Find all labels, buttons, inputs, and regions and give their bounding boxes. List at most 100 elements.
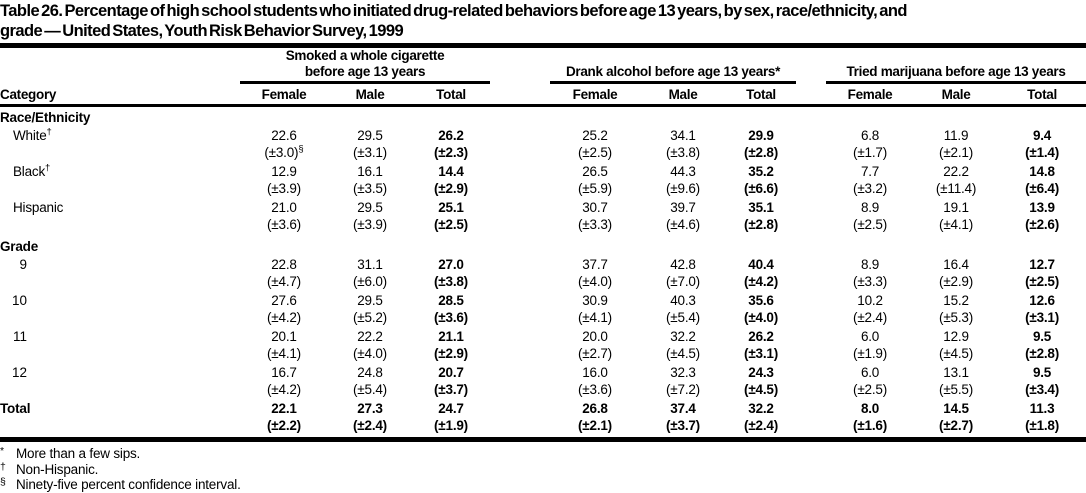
column-gap [796,329,826,365]
data-cell: 16.0 (±3.6) [550,365,640,401]
cell-ci: (±1.9) [434,417,468,433]
cell-ci: (±3.0)§ [264,143,304,160]
cell-value: 27.0 [438,257,464,272]
cell-value: 21.1 [438,329,464,344]
cell-value: 29.9 [748,128,774,143]
data-cell: 16.4 (±2.9) [914,257,998,293]
cell-value: 22.2 [943,164,969,179]
cell-value: 11.9 [943,128,969,143]
data-cell: 29.9 (±2.8) [726,128,796,164]
data-cell: 22.2 (±11.4) [914,164,998,200]
data-cell: 39.7 (±4.6) [640,200,726,236]
row-label: 9 [0,257,240,293]
column-header-alcohol-female: Female [550,82,640,107]
column-gap [796,257,826,293]
column-gap [490,329,550,365]
cell-value: 39.7 [670,200,696,215]
footnote-reference: † [46,126,52,138]
cell-ci: (±4.2) [267,309,301,325]
cell-ci: (±2.5) [853,381,888,397]
data-cell: 25.1 (±2.5) [412,200,490,236]
cell-ci: (±4.0) [744,309,778,325]
data-cell: 32.2 (±2.4) [726,401,796,437]
cell-value: 35.2 [748,164,774,179]
cell-value: 22.8 [271,257,297,272]
data-cell: 42.8 (±7.0) [640,257,726,293]
cell-ci: (±4.1) [578,309,612,325]
data-cell: 12.7 (±2.5) [998,257,1086,293]
cell-value: 6.0 [860,365,880,380]
cell-ci: (±2.1) [939,144,974,160]
footnote-non-hispanic: † Non-Hispanic. [0,460,99,477]
cell-value: 32.2 [748,401,774,416]
data-cell: 14.4 (±2.9) [412,164,490,200]
cell-ci: (±3.7) [666,417,700,433]
data-cell: 19.1 (±4.1) [914,200,998,236]
cell-value: 26.2 [748,329,774,344]
data-cell: 12.6 (±3.1) [998,293,1086,329]
column-gap [490,257,550,293]
footnote-reference: † [45,162,51,174]
cell-ci: (±5.9) [578,180,612,196]
cell-ci: (±2.4) [744,417,778,433]
cell-value: 12.9 [943,329,969,344]
data-cell: 14.8 (±6.4) [998,164,1086,200]
data-cell: 13.1 (±5.5) [914,365,998,401]
data-cell: 44.3 (±9.6) [640,164,726,200]
row-label: Total [0,401,240,437]
section-heading: Grade [0,239,39,254]
cell-ci: (±2.5) [1025,273,1060,289]
group-header-alcohol-label: Drank alcohol before age 13 years* [565,63,781,79]
table-title: Table 26. Percentage of high school stud… [0,0,1086,43]
cell-value: 16.4 [943,257,969,272]
cell-ci: (±2.1) [578,417,612,433]
cell-ci: (±3.8) [666,144,700,160]
cell-value: 8.9 [860,257,880,272]
cell-value: 30.7 [582,200,608,215]
cell-value: 32.2 [670,329,696,344]
cell-ci: (±4.5) [666,345,700,361]
cell-ci: (±1.6) [853,417,888,433]
cell-value: 14.5 [943,401,969,416]
cell-ci: (±3.4) [1025,381,1060,397]
column-gap [490,200,550,236]
section-heading: Race/Ethnicity [0,110,91,125]
data-cell: 32.2 (±4.5) [640,329,726,365]
cell-ci: (±3.6) [578,381,612,397]
row-label: Hispanic [0,200,240,236]
cell-ci: (±6.0) [353,273,387,289]
data-cell: 12.9 (±3.9) [240,164,328,200]
table-header: Smoked a whole cigarette before age 13 y… [0,48,1086,107]
cell-ci: (±5.3) [939,309,974,325]
cell-value: 7.7 [860,164,880,179]
cell-value: 9.4 [1032,128,1052,143]
cell-value: 35.1 [748,200,774,215]
data-cell: 29.5 (±3.1) [328,128,412,164]
cell-value: 24.8 [357,365,383,380]
cell-value: 26.8 [582,401,608,416]
table-row: 10 27.6 (±4.2) 29.5 (±5.2) 28.5 (±3.6) 30.9 (±4.… [0,293,1086,329]
group-header-marijuana: Tried marijuana before age 13 years [826,48,1086,84]
data-cell: 27.3 (±2.4) [328,401,412,437]
group-header-cigarette-label: Smoked a whole cigarette before age 13 y… [285,48,445,79]
data-cell: 21.0 (±3.6) [240,200,328,236]
cell-value: 12.9 [271,164,297,179]
data-cell: 6.0 (±2.5) [826,365,914,401]
cell-value: 40.4 [748,257,774,272]
cell-ci: (±2.7) [939,417,974,433]
cell-ci: (±1.7) [853,144,888,160]
cell-ci: (±3.5) [353,180,387,196]
data-cell: 11.3 (±1.8) [998,401,1086,437]
column-gap [796,82,827,107]
cell-ci: (±2.6) [1025,216,1060,232]
cell-value: 14.4 [438,164,464,179]
data-cell: 22.1 (±2.2) [240,401,328,437]
data-cell: 12.9 (±4.5) [914,329,998,365]
data-cell: 9.4 (±1.4) [998,128,1086,164]
cell-ci: (±3.7) [434,381,468,397]
cell-value: 42.8 [670,257,696,272]
cell-value: 20.0 [582,329,608,344]
cell-value: 8.0 [860,401,880,416]
column-gap [796,401,826,437]
